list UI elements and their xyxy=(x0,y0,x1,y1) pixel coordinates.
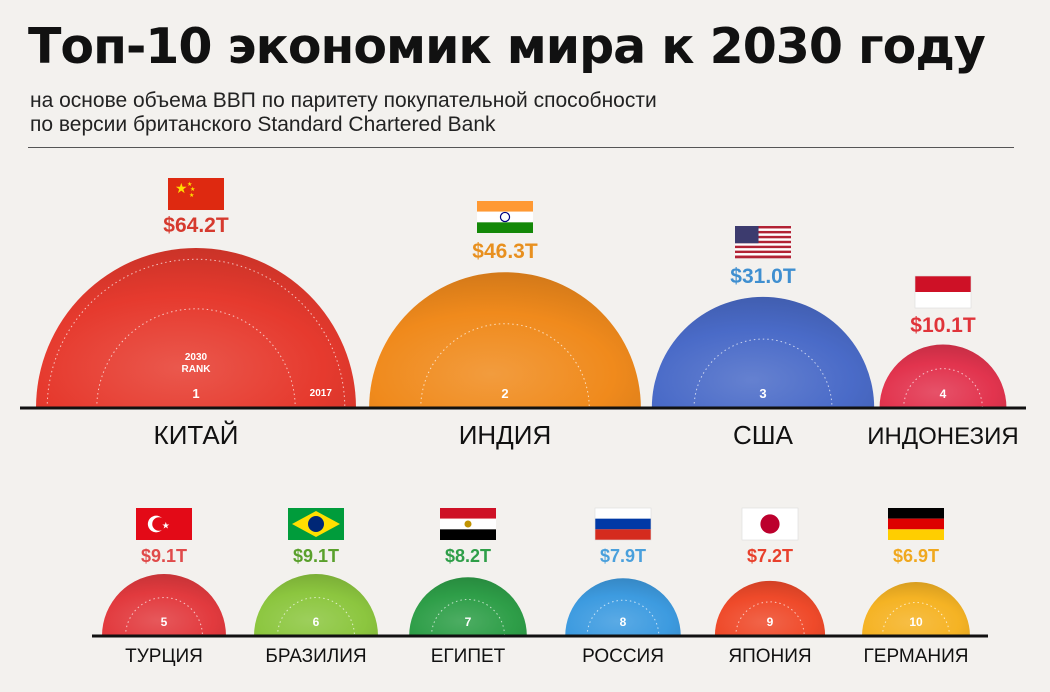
svg-text:★: ★ xyxy=(190,186,195,193)
country-label-10: ГЕРМАНИЯ xyxy=(863,646,968,667)
bubble-outer-arc-1 xyxy=(46,258,346,409)
page-title: Топ-10 экономик мира к 2030 году xyxy=(28,18,986,75)
bubble-5 xyxy=(102,574,226,636)
header-divider xyxy=(28,147,1014,148)
country-label-3: США xyxy=(733,420,794,450)
svg-text:★: ★ xyxy=(162,521,170,531)
country-label-6: БРАЗИЛИЯ xyxy=(265,646,366,667)
bubble-inner-arc-3 xyxy=(693,338,833,409)
svg-text:★: ★ xyxy=(175,181,188,197)
bubble-inner-arc-5 xyxy=(125,597,203,637)
rank-label-3: 3 xyxy=(759,386,766,401)
subtitle-line-2: по версии британского Standard Chartered… xyxy=(30,113,496,136)
value-label-7: $8.2T xyxy=(445,546,491,566)
country-label-1: КИТАЙ xyxy=(154,420,239,450)
value-label-5: $9.1T xyxy=(141,546,187,566)
bubble-10 xyxy=(862,582,970,636)
value-label-4: $10.1T xyxy=(910,314,976,337)
bubble-inner-arc-6 xyxy=(277,597,355,637)
value-label-3: $31.0T xyxy=(730,265,796,288)
value-label-2: $46.3T xyxy=(472,240,538,263)
rank-label-4: 4 xyxy=(940,387,947,401)
bubble-3 xyxy=(651,296,875,408)
bubbles-layer xyxy=(36,248,1007,637)
rank-label-5: 5 xyxy=(161,615,168,629)
legend-rank-label-1: 2030 xyxy=(185,352,208,363)
bubble-inner-arc-2 xyxy=(420,323,590,409)
value-label-1: $64.2T xyxy=(163,214,229,237)
indonesia-flag-icon xyxy=(914,275,972,309)
bubble-inner-arc-9 xyxy=(735,601,805,637)
value-label-10: $6.9T xyxy=(893,546,939,566)
legend-year-label: 2017 xyxy=(310,388,333,399)
rank-label-1: 1 xyxy=(192,386,199,401)
rank-label-7: 7 xyxy=(465,615,472,629)
subtitle-line-1: на основе объема ВВП по паритету покупат… xyxy=(30,89,657,112)
bubble-inner-arc-10 xyxy=(882,602,950,637)
country-label-7: ЕГИПЕТ xyxy=(431,646,506,667)
bubble-4 xyxy=(879,344,1007,408)
japan-flag-icon xyxy=(741,507,799,541)
turkey-flag-icon: ★ xyxy=(136,508,192,540)
brazil-flag-icon xyxy=(288,508,344,540)
egypt-flag-icon xyxy=(440,508,496,540)
bubble-9 xyxy=(714,580,826,636)
bubble-6 xyxy=(254,574,378,636)
usa-flag-icon xyxy=(735,226,791,259)
germany-flag-icon xyxy=(888,508,944,540)
value-label-6: $9.1T xyxy=(293,546,339,566)
country-label-8: РОССИЯ xyxy=(582,646,664,667)
russia-flag-icon xyxy=(594,507,652,541)
china-flag-icon: ★ ★★★ xyxy=(168,178,224,210)
rank-label-10: 10 xyxy=(909,615,923,629)
bubble-inner-arc-1 xyxy=(96,308,296,409)
rank-label-6: 6 xyxy=(313,615,320,629)
value-label-8: $7.9T xyxy=(600,546,646,566)
rank-label-8: 8 xyxy=(620,615,627,629)
country-label-5: ТУРЦИЯ xyxy=(125,646,203,667)
country-label-2: ИНДИЯ xyxy=(459,420,552,450)
bubble-1 xyxy=(36,248,356,408)
legend-rank-label-2: RANK xyxy=(182,364,212,375)
bubble-2 xyxy=(369,272,641,408)
svg-text:★: ★ xyxy=(187,181,192,188)
value-label-9: $7.2T xyxy=(747,546,793,566)
bubble-7 xyxy=(409,577,527,636)
bubble-8 xyxy=(565,578,681,636)
india-flag-icon xyxy=(477,201,533,233)
rank-label-9: 9 xyxy=(767,615,774,629)
country-label-4: ИНДОНЕЗИЯ xyxy=(867,423,1018,450)
rank-label-2: 2 xyxy=(501,386,508,401)
country-label-9: ЯПОНИЯ xyxy=(728,646,811,667)
svg-text:★: ★ xyxy=(189,192,194,199)
